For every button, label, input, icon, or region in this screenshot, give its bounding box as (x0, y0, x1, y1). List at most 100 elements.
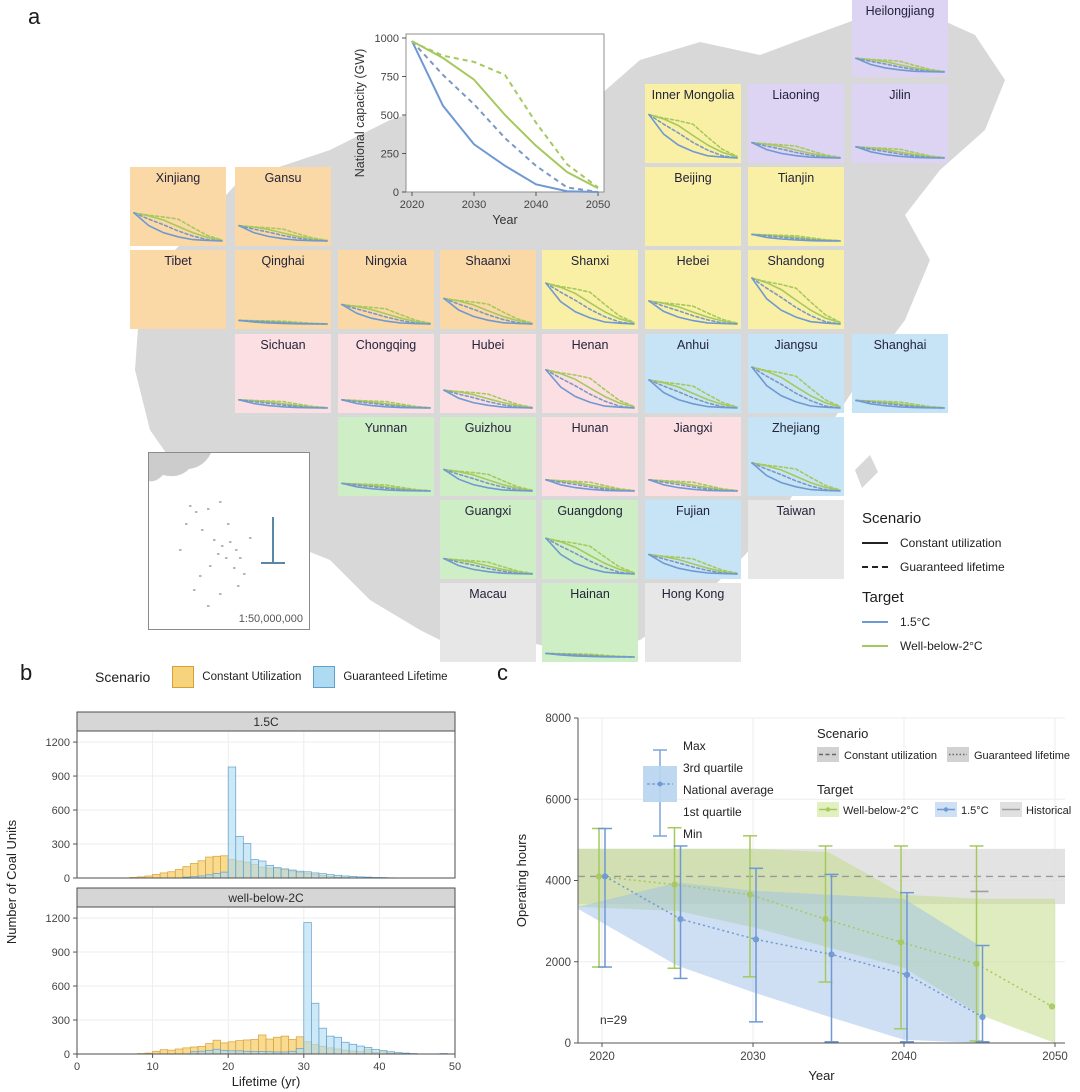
province-tile-guizhou: Guizhou (440, 417, 536, 496)
inset-map-canvas (149, 453, 285, 607)
province-sparkline (751, 277, 841, 325)
sparkline-bs (341, 398, 431, 409)
sparkline-bs (545, 368, 635, 409)
sparkline-gs (443, 297, 533, 325)
province-sparkline (545, 652, 635, 658)
sparkline-bs (238, 398, 328, 409)
c-scenario-label: Guaranteed lifetime (974, 750, 1070, 762)
province-tile-guangxi: Guangxi (440, 500, 536, 579)
hist-bar (303, 871, 312, 879)
b-ytick: 1200 (46, 737, 70, 749)
blue-swatch (313, 666, 336, 688)
province-name: Henan (571, 338, 609, 352)
province-name: Sichuan (260, 338, 306, 352)
sparkline-bd (545, 282, 635, 325)
hist-bar (295, 870, 305, 879)
province-tile-tianjin: Tianjin (748, 167, 844, 246)
province-tile-zhejiang: Zhejiang (748, 417, 844, 496)
b-xtick: 0 (74, 1061, 80, 1073)
hist-bar (235, 835, 244, 879)
sparkline-bs (751, 233, 841, 242)
sparkline-bs (545, 652, 635, 658)
b-ytick: 0 (64, 1049, 70, 1061)
province-tile-gansu: Gansu (235, 167, 331, 246)
sparkline-bs (648, 478, 738, 492)
province-name: Guangdong (557, 504, 623, 518)
sparkline-bs (341, 482, 431, 492)
province-sparkline (855, 145, 945, 159)
province-name: Chongqing (355, 338, 417, 352)
mean-point (973, 960, 980, 967)
sparkline-gs (545, 537, 635, 574)
province-name: Shandong (767, 254, 825, 268)
scenario-swatch (947, 747, 969, 762)
target-legend-title: Target (862, 589, 904, 606)
sparkline-gd (751, 277, 841, 324)
province-name: Xinjiang (155, 171, 201, 185)
c-ytick: 6000 (545, 794, 571, 806)
province-name: Jiangxi (673, 421, 713, 435)
b-legend-item-label: Constant Utilization (202, 671, 302, 683)
sparkline-bd (648, 553, 738, 575)
province-sparkline (443, 468, 533, 492)
hist-bar (159, 1049, 169, 1055)
sparkline-bs (545, 478, 635, 492)
hist-bar (326, 874, 335, 879)
province-sparkline (341, 482, 431, 492)
province-sparkline (545, 368, 635, 409)
sparkline-gs (648, 300, 738, 325)
inset-ytick: 750 (381, 72, 399, 84)
facet-label: well-below-2C (227, 891, 304, 905)
b-ytick: 300 (52, 839, 70, 851)
province-tile-jiangxi: Jiangxi (645, 417, 741, 496)
province-sparkline (443, 297, 533, 325)
legend-item-label: Guaranteed lifetime (900, 560, 1005, 574)
province-sparkline (545, 537, 635, 575)
c-target-label: Historical (1026, 805, 1071, 817)
legend-item: Well-below-2°C (862, 634, 1076, 658)
province-sparkline (443, 557, 533, 575)
hist-bar (341, 1041, 350, 1055)
inset-ytick: 250 (381, 149, 399, 161)
province-tile-qinghai: Qinghai (235, 250, 331, 329)
province-tile-heilongjiang: Heilongjiang (852, 0, 948, 77)
sparkline-gs (648, 113, 738, 158)
hist-bar (205, 1050, 214, 1055)
operating-hours-chart: 0 2000 4000 6000 8000 2020 2030 2040 2050 Operati… (514, 713, 1071, 1083)
hist-bar (311, 872, 320, 879)
c-ytick: 2000 (545, 957, 571, 969)
c-xtick: 2050 (1042, 1051, 1068, 1063)
province-sparkline (238, 224, 328, 242)
national-series (411, 40, 599, 190)
province-tile-liaoning: Liaoning (748, 84, 844, 163)
sparkline-bs (751, 141, 841, 159)
sparkline-bs (341, 303, 431, 325)
sparkline-bs (855, 145, 945, 159)
province-name: Hebei (676, 254, 710, 268)
sparkline-bs (855, 399, 945, 409)
sparkline-gs (545, 368, 635, 408)
b-ytick: 0 (64, 873, 70, 885)
inset-xtick: 2040 (524, 199, 548, 211)
inset-x-axis-label: Year (492, 213, 517, 224)
hist-bar (190, 863, 199, 879)
hist-bar (174, 869, 184, 879)
sparkline-bs (443, 297, 533, 325)
mean-point (752, 936, 760, 943)
province-sparkline (648, 113, 738, 159)
province-tile-jiangsu: Jiangsu (748, 334, 844, 413)
province-tile-ningxia: Ningxia (338, 250, 434, 329)
hist-bar (280, 868, 290, 879)
stat-label: Min (683, 827, 702, 841)
province-tile-guangdong: Guangdong (542, 500, 638, 579)
province-sparkline (238, 398, 328, 409)
dashed-line-sample (862, 566, 888, 568)
sparkline-bs (855, 57, 945, 73)
sparkline-bs (443, 389, 533, 409)
province-tile-beijing: Beijing (645, 167, 741, 246)
province-name: Qinghai (261, 254, 305, 268)
sparkline-gs (648, 553, 738, 575)
sparkline-bs (238, 224, 328, 242)
sparkline-gs (751, 462, 841, 492)
hist-bar (326, 1035, 335, 1055)
